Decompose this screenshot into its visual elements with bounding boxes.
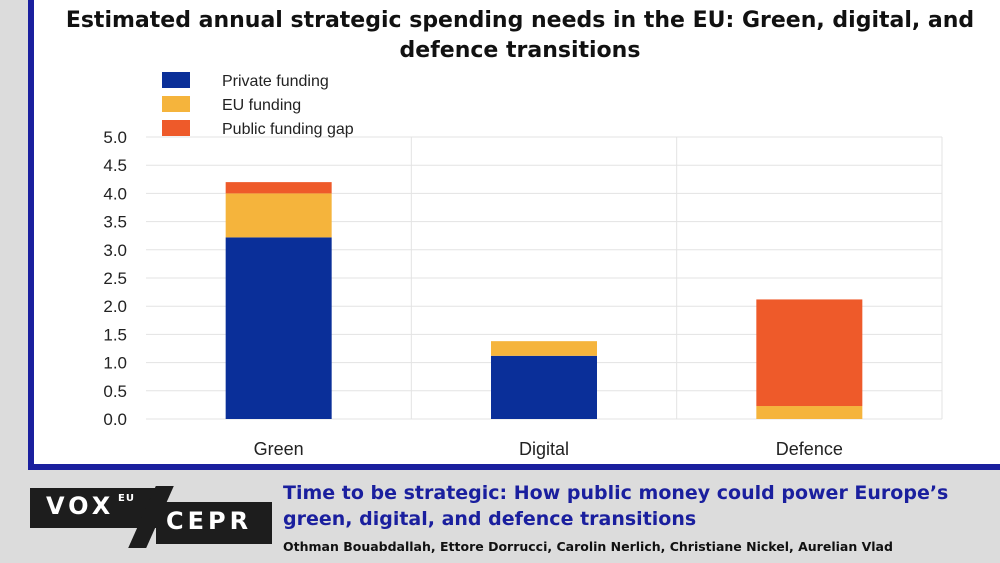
legend-swatch-1	[162, 96, 190, 112]
legend-label-0: Private funding	[222, 73, 329, 90]
x-tick-label-digital: Digital	[519, 439, 569, 459]
y-tick-label-1: 0.5	[103, 382, 127, 401]
vox-logo-block[interactable]	[30, 488, 156, 528]
cepr-logo-text: CEPR	[166, 507, 253, 535]
bar-digital-private-funding	[491, 355, 597, 419]
article-title[interactable]: Time to be strategic: How public money c…	[283, 482, 949, 530]
y-tick-label-7: 3.5	[103, 213, 127, 232]
y-tick-label-2: 1.0	[103, 354, 127, 373]
y-tick-label-4: 2.0	[103, 297, 127, 316]
panel-border-bottom	[28, 464, 1000, 470]
y-tick-label-3: 1.5	[103, 325, 127, 344]
vox-logo-text: VOX	[46, 492, 115, 520]
x-tick-label-green: Green	[254, 439, 304, 459]
bar-defence-eu-funding	[756, 406, 863, 419]
vox-logo-eu: EU	[118, 493, 135, 504]
article-authors: Othman Bouabdallah, Ettore Dorrucci, Car…	[283, 539, 893, 554]
x-tick-label-defence: Defence	[776, 439, 843, 459]
stacked-bar-chart: 0.0 0.5 1.0 1.5 2.0 2.5 3.0 3.5 4.0 4.5 5.0 Green Di…	[103, 72, 943, 459]
legend-swatch-0	[162, 72, 190, 88]
legend-label-2: Public funding gap	[222, 121, 354, 138]
y-tick-label-9: 4.5	[103, 156, 127, 175]
bar-defence-public-funding-gap	[756, 299, 863, 407]
panel-border-left	[28, 0, 34, 470]
y-tick-label-5: 2.5	[103, 269, 127, 288]
y-tick-label-6: 3.0	[103, 241, 127, 260]
bar-green-public-funding-gap	[225, 182, 332, 194]
bar-digital-eu-funding	[491, 341, 597, 356]
y-tick-label-10: 5.0	[103, 128, 127, 147]
y-tick-label-8: 4.0	[103, 184, 127, 203]
chart-title: Estimated annual strategic spending need…	[65, 8, 975, 63]
y-tick-label-0: 0.0	[103, 410, 127, 429]
legend-swatch-2	[162, 120, 190, 136]
cepr-logo-block[interactable]	[156, 502, 272, 544]
legend-label-1: EU funding	[222, 97, 301, 114]
bar-green-eu-funding	[225, 193, 332, 238]
bar-green-private-funding	[225, 237, 332, 419]
